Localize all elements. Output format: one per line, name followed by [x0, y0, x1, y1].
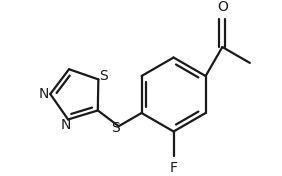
Text: S: S	[111, 121, 120, 135]
Text: O: O	[217, 0, 228, 14]
Text: S: S	[99, 69, 108, 83]
Text: N: N	[61, 118, 71, 132]
Text: N: N	[39, 87, 49, 101]
Text: F: F	[169, 161, 178, 175]
